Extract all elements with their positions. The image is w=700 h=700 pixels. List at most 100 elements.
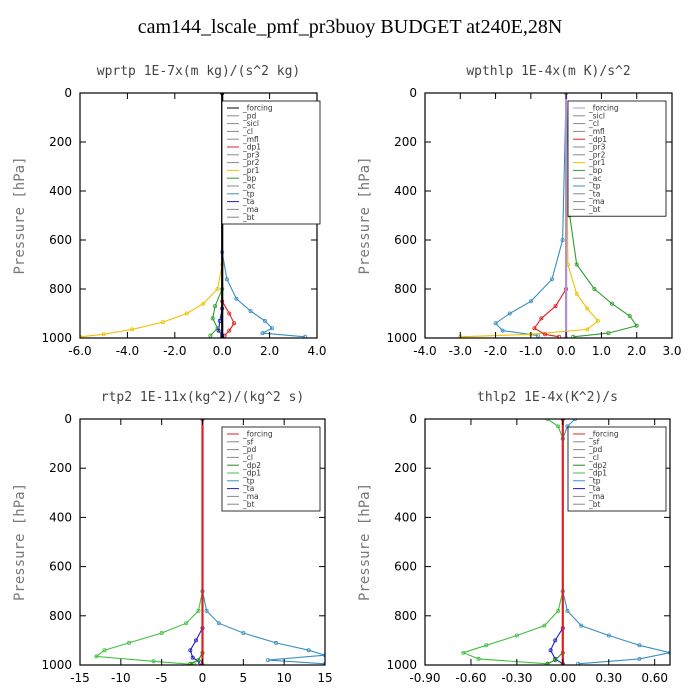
data-point: [127, 640, 132, 645]
data-point: [553, 638, 558, 643]
data-point: [565, 608, 570, 613]
legend-label: _bt: [242, 213, 255, 222]
data-point: [627, 313, 632, 318]
series-line-tp: [201, 419, 325, 665]
data-point: [201, 301, 206, 306]
series-line-pr1: [80, 93, 223, 338]
legend-label: _dp2: [588, 461, 607, 470]
legend-box: [567, 100, 667, 217]
y-tick-label: 600: [394, 560, 417, 574]
y-tick-label: 1000: [386, 658, 417, 672]
y-tick-label: 1000: [386, 331, 417, 345]
data-point: [184, 621, 189, 626]
data-point: [557, 334, 562, 338]
y-tick-label: 800: [394, 282, 417, 296]
legend-label: _tp: [242, 476, 255, 485]
legend-label: _pr3: [242, 150, 260, 159]
data-point: [606, 331, 611, 336]
y-tick-label: 200: [394, 135, 417, 149]
legend-label: _pr3: [588, 143, 606, 152]
y-tick-label: 600: [394, 233, 417, 247]
x-tick-label: 1.0: [592, 344, 611, 358]
data-point: [507, 311, 512, 316]
data-point: [585, 306, 590, 311]
panel-1: wprtp 1E-7x(m kg)/(s^2 kg) Pressure [hPa]…: [12, 64, 327, 358]
data-point: [637, 656, 642, 661]
x-tick-label: 5: [240, 671, 248, 685]
legend-label: _ta: [588, 484, 600, 493]
data-point: [196, 658, 201, 663]
data-point: [668, 650, 670, 655]
legend-label: _ta: [242, 197, 254, 206]
data-point: [545, 661, 550, 665]
series-line-dp2: [547, 419, 564, 665]
y-tick-label: 0: [409, 412, 417, 426]
x-tick-label: -4.0: [116, 344, 139, 358]
data-point: [585, 327, 590, 332]
legend-box: [567, 426, 667, 512]
series-line-ta: [549, 419, 564, 665]
x-tick-label: -5: [156, 671, 168, 685]
legend-label: _pd: [588, 445, 603, 454]
legend-label: _dp1: [588, 469, 607, 478]
data-point: [210, 316, 215, 321]
figure-title: cam144_lscale_pmf_pr3buoy BUDGET at240E,…: [137, 16, 563, 38]
legend-label: _cl: [588, 119, 599, 128]
data-point: [94, 654, 99, 659]
panel-title: thlp2 1E-4x(K^2)/s: [477, 390, 618, 405]
data-point: [556, 608, 561, 613]
y-tick-label: 1000: [41, 658, 72, 672]
series-line-tp: [562, 419, 670, 665]
legend-label: _ta: [242, 484, 254, 493]
y-axis-label: Pressure [hPa]: [12, 483, 28, 601]
data-point: [216, 328, 221, 333]
data-point: [550, 277, 555, 282]
data-point: [190, 655, 195, 660]
y-tick-label: 400: [394, 184, 417, 198]
data-point: [500, 328, 505, 333]
data-point: [634, 323, 639, 328]
y-tick-label: 400: [49, 510, 72, 524]
data-point: [130, 327, 135, 332]
data-point: [556, 424, 561, 429]
data-point: [493, 321, 498, 326]
legend-label: _ma: [242, 492, 259, 501]
data-point: [184, 311, 189, 316]
plot-frame: [424, 92, 673, 339]
y-tick-label: 800: [394, 609, 417, 623]
data-point: [595, 318, 600, 323]
legend-label: _sf: [588, 437, 600, 446]
legend-label: _sicl: [242, 119, 259, 128]
x-tick-label: 15: [317, 671, 332, 685]
legend: _forcing_sf_pd_cl_dp2_dp1_tp_ta_ma_bt: [567, 426, 667, 512]
data-point: [573, 419, 578, 421]
legend: _forcing_sicl_cl_mfl_dp1_pr3_pr2_pr1_bp_…: [567, 100, 667, 217]
data-point: [637, 643, 642, 648]
data-point: [545, 419, 550, 421]
y-tick-label: 0: [64, 86, 72, 100]
series-line-dp1: [533, 93, 567, 338]
x-tick-label: -0.60: [455, 671, 486, 685]
data-point: [216, 621, 221, 626]
series-line-bp: [565, 93, 638, 338]
data-point: [227, 311, 232, 316]
data-point: [606, 633, 611, 638]
data-point: [262, 318, 267, 323]
legend-label: _cl: [588, 453, 599, 462]
x-tick-label: 4.0: [307, 344, 326, 358]
data-point: [193, 638, 198, 643]
legend-label: _sicl: [588, 111, 605, 120]
data-point: [514, 633, 519, 638]
data-point: [227, 328, 232, 333]
data-point: [560, 237, 565, 242]
data-point: [610, 301, 615, 306]
legend-label: _bp: [242, 174, 257, 183]
data-point: [528, 299, 533, 304]
series-line-dp1: [94, 419, 204, 665]
data-point: [579, 623, 584, 628]
legend-label: _forcing: [588, 430, 619, 439]
data-point: [188, 661, 193, 665]
data-point: [539, 316, 544, 321]
data-point: [303, 334, 308, 338]
